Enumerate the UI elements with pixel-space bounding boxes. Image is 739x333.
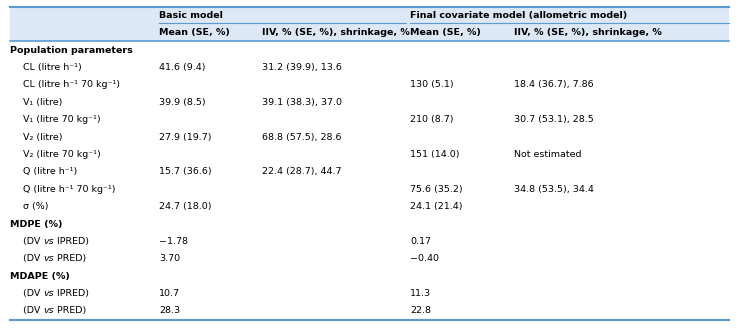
Text: Population parameters: Population parameters: [10, 46, 132, 55]
Text: σ (%): σ (%): [23, 202, 49, 211]
Text: −0.40: −0.40: [410, 254, 439, 263]
Text: IPRED): IPRED): [54, 237, 89, 246]
Text: 34.8 (53.5), 34.4: 34.8 (53.5), 34.4: [514, 185, 593, 194]
Text: 0.17: 0.17: [410, 237, 431, 246]
Text: 27.9 (19.7): 27.9 (19.7): [159, 133, 211, 142]
Text: (DV: (DV: [23, 237, 44, 246]
Text: V₂ (litre): V₂ (litre): [23, 133, 62, 142]
Text: 22.8: 22.8: [410, 306, 431, 315]
Text: Not estimated: Not estimated: [514, 150, 581, 159]
Text: MDPE (%): MDPE (%): [10, 219, 62, 228]
Text: Mean (SE, %): Mean (SE, %): [159, 28, 230, 37]
Text: 24.7 (18.0): 24.7 (18.0): [159, 202, 211, 211]
Text: −1.78: −1.78: [159, 237, 188, 246]
Text: V₂ (litre 70 kg⁻¹): V₂ (litre 70 kg⁻¹): [23, 150, 101, 159]
Text: 18.4 (36.7), 7.86: 18.4 (36.7), 7.86: [514, 80, 593, 90]
Text: 210 (8.7): 210 (8.7): [410, 115, 454, 124]
Bar: [10, 24, 729, 41]
Text: 10.7: 10.7: [159, 289, 180, 298]
Text: vs: vs: [44, 254, 54, 263]
Text: vs: vs: [44, 306, 54, 315]
Bar: [10, 7, 729, 24]
Text: 39.1 (38.3), 37.0: 39.1 (38.3), 37.0: [262, 98, 342, 107]
Text: 75.6 (35.2): 75.6 (35.2): [410, 185, 463, 194]
Text: 68.8 (57.5), 28.6: 68.8 (57.5), 28.6: [262, 133, 342, 142]
Text: IPRED): IPRED): [54, 289, 89, 298]
Text: CL (litre h⁻¹ 70 kg⁻¹): CL (litre h⁻¹ 70 kg⁻¹): [23, 80, 120, 90]
Text: 151 (14.0): 151 (14.0): [410, 150, 460, 159]
Text: IIV, % (SE, %), shrinkage, %: IIV, % (SE, %), shrinkage, %: [514, 28, 661, 37]
Text: 28.3: 28.3: [159, 306, 180, 315]
Text: Final covariate model (allometric model): Final covariate model (allometric model): [410, 11, 627, 20]
Text: Q (litre h⁻¹): Q (litre h⁻¹): [23, 167, 77, 176]
Text: 30.7 (53.1), 28.5: 30.7 (53.1), 28.5: [514, 115, 593, 124]
Text: PRED): PRED): [54, 306, 86, 315]
Text: Q (litre h⁻¹ 70 kg⁻¹): Q (litre h⁻¹ 70 kg⁻¹): [23, 185, 115, 194]
Text: Basic model: Basic model: [159, 11, 222, 20]
Text: PRED): PRED): [54, 254, 86, 263]
Text: 11.3: 11.3: [410, 289, 432, 298]
Text: MDAPE (%): MDAPE (%): [10, 272, 69, 281]
Text: V₁ (litre 70 kg⁻¹): V₁ (litre 70 kg⁻¹): [23, 115, 101, 124]
Text: 15.7 (36.6): 15.7 (36.6): [159, 167, 211, 176]
Text: Mean (SE, %): Mean (SE, %): [410, 28, 481, 37]
Text: CL (litre h⁻¹): CL (litre h⁻¹): [23, 63, 81, 72]
Text: IIV, % (SE, %), shrinkage, %: IIV, % (SE, %), shrinkage, %: [262, 28, 410, 37]
Text: 39.9 (8.5): 39.9 (8.5): [159, 98, 205, 107]
Text: 24.1 (21.4): 24.1 (21.4): [410, 202, 463, 211]
Text: (DV: (DV: [23, 306, 44, 315]
Text: 41.6 (9.4): 41.6 (9.4): [159, 63, 205, 72]
Text: 31.2 (39.9), 13.6: 31.2 (39.9), 13.6: [262, 63, 342, 72]
Text: 3.70: 3.70: [159, 254, 180, 263]
Text: (DV: (DV: [23, 289, 44, 298]
Text: vs: vs: [44, 237, 54, 246]
Text: (DV: (DV: [23, 254, 44, 263]
Text: V₁ (litre): V₁ (litre): [23, 98, 62, 107]
Text: 130 (5.1): 130 (5.1): [410, 80, 454, 90]
Text: 22.4 (28.7), 44.7: 22.4 (28.7), 44.7: [262, 167, 342, 176]
Text: vs: vs: [44, 289, 54, 298]
